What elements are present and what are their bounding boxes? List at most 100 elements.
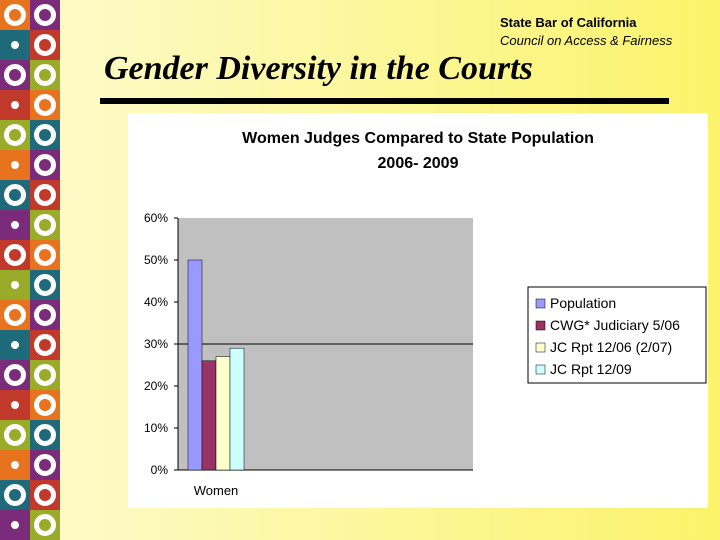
ring-icon bbox=[11, 161, 19, 169]
ring-icon bbox=[11, 281, 19, 289]
ring-tile bbox=[30, 150, 60, 180]
bar-1 bbox=[187, 259, 203, 471]
legend-swatch bbox=[535, 298, 546, 309]
ring-tile bbox=[30, 210, 60, 240]
ring-tile bbox=[30, 90, 60, 120]
ring-tile bbox=[30, 390, 60, 420]
ring-icon bbox=[11, 41, 19, 49]
ring-icon bbox=[34, 124, 56, 146]
legend-box bbox=[527, 286, 707, 384]
ring-icon bbox=[34, 244, 56, 266]
ring-icon bbox=[34, 334, 56, 356]
ring-icon bbox=[4, 484, 26, 506]
bar-4 bbox=[229, 347, 245, 471]
y-tick-label: 0% bbox=[151, 463, 169, 477]
ring-icon bbox=[4, 4, 26, 26]
ring-icon bbox=[34, 514, 56, 536]
ring-icon bbox=[11, 521, 19, 529]
y-tick-label: 20% bbox=[144, 379, 168, 393]
ring-icon bbox=[4, 424, 26, 446]
ring-tile bbox=[0, 180, 30, 210]
ring-icon bbox=[34, 154, 56, 176]
ring-icon bbox=[11, 341, 19, 349]
organization-name: State Bar of California bbox=[500, 15, 637, 30]
ring-tile bbox=[30, 360, 60, 390]
legend-swatch bbox=[535, 364, 546, 375]
ring-tile bbox=[30, 450, 60, 480]
chart-panel: Women Judges Compared to State Populatio… bbox=[128, 113, 708, 508]
legend-swatch bbox=[535, 320, 546, 331]
ring-icon bbox=[34, 484, 56, 506]
ring-tile bbox=[0, 390, 30, 420]
ring-icon bbox=[34, 454, 56, 476]
ring-tile bbox=[30, 60, 60, 90]
ring-icon bbox=[34, 214, 56, 236]
ring-tile bbox=[0, 0, 30, 30]
y-tick-label: 10% bbox=[144, 421, 168, 435]
bar-3 bbox=[215, 356, 231, 471]
ring-tile bbox=[30, 300, 60, 330]
ring-icon bbox=[34, 184, 56, 206]
bar-chart: Women Judges Compared to State Populatio… bbox=[144, 130, 707, 498]
ring-tile bbox=[30, 0, 60, 30]
ring-icon bbox=[34, 34, 56, 56]
ring-tile bbox=[30, 480, 60, 510]
ring-tile bbox=[0, 90, 30, 120]
ring-tile bbox=[30, 270, 60, 300]
ring-tile bbox=[0, 510, 30, 540]
legend-label: CWG* Judiciary 5/06 bbox=[550, 317, 680, 333]
decorative-ring-strip bbox=[0, 0, 60, 540]
ring-icon bbox=[34, 304, 56, 326]
ring-icon bbox=[11, 101, 19, 109]
legend-label: JC Rpt 12/06 (2/07) bbox=[550, 339, 672, 355]
ring-icon bbox=[4, 184, 26, 206]
x-category-label: Women bbox=[194, 483, 239, 498]
ring-icon bbox=[34, 274, 56, 296]
council-name: Council on Access & Fairness bbox=[500, 33, 673, 48]
ring-icon bbox=[34, 394, 56, 416]
ring-icon bbox=[4, 124, 26, 146]
ring-icon bbox=[11, 221, 19, 229]
page-title: Gender Diversity in the Courts bbox=[104, 50, 533, 87]
ring-icon bbox=[34, 4, 56, 26]
ring-tile bbox=[30, 240, 60, 270]
y-tick-label: 40% bbox=[144, 295, 168, 309]
ring-icon bbox=[34, 64, 56, 86]
bar-2 bbox=[201, 360, 217, 471]
ring-tile bbox=[0, 360, 30, 390]
ring-tile bbox=[0, 420, 30, 450]
ring-tile bbox=[0, 480, 30, 510]
legend-label: JC Rpt 12/09 bbox=[550, 361, 632, 377]
chart-title-line2: 2006- 2009 bbox=[378, 155, 459, 172]
ring-tile bbox=[30, 30, 60, 60]
ring-icon bbox=[4, 244, 26, 266]
y-tick-label: 30% bbox=[144, 337, 168, 351]
ring-icon bbox=[11, 401, 19, 409]
ring-icon bbox=[34, 364, 56, 386]
ring-icon bbox=[4, 304, 26, 326]
ring-tile bbox=[0, 60, 30, 90]
title-divider bbox=[100, 98, 669, 104]
ring-tile bbox=[0, 150, 30, 180]
y-tick-label: 60% bbox=[144, 211, 168, 225]
legend-label: Population bbox=[550, 295, 616, 311]
ring-tile bbox=[30, 180, 60, 210]
ring-tile bbox=[0, 450, 30, 480]
ring-icon bbox=[34, 424, 56, 446]
ring-tile bbox=[0, 270, 30, 300]
ring-tile bbox=[0, 300, 30, 330]
legend-swatch bbox=[535, 342, 546, 353]
chart-title-line1: Women Judges Compared to State Populatio… bbox=[242, 130, 594, 147]
ring-icon bbox=[34, 94, 56, 116]
ring-tile bbox=[30, 330, 60, 360]
ring-tile bbox=[0, 330, 30, 360]
ring-icon bbox=[4, 364, 26, 386]
ring-tile bbox=[30, 510, 60, 540]
ring-tile bbox=[0, 30, 30, 60]
ring-tile bbox=[0, 240, 30, 270]
ring-tile bbox=[0, 210, 30, 240]
ring-tile bbox=[30, 120, 60, 150]
y-tick-label: 50% bbox=[144, 253, 168, 267]
ring-icon bbox=[11, 461, 19, 469]
ring-icon bbox=[4, 64, 26, 86]
